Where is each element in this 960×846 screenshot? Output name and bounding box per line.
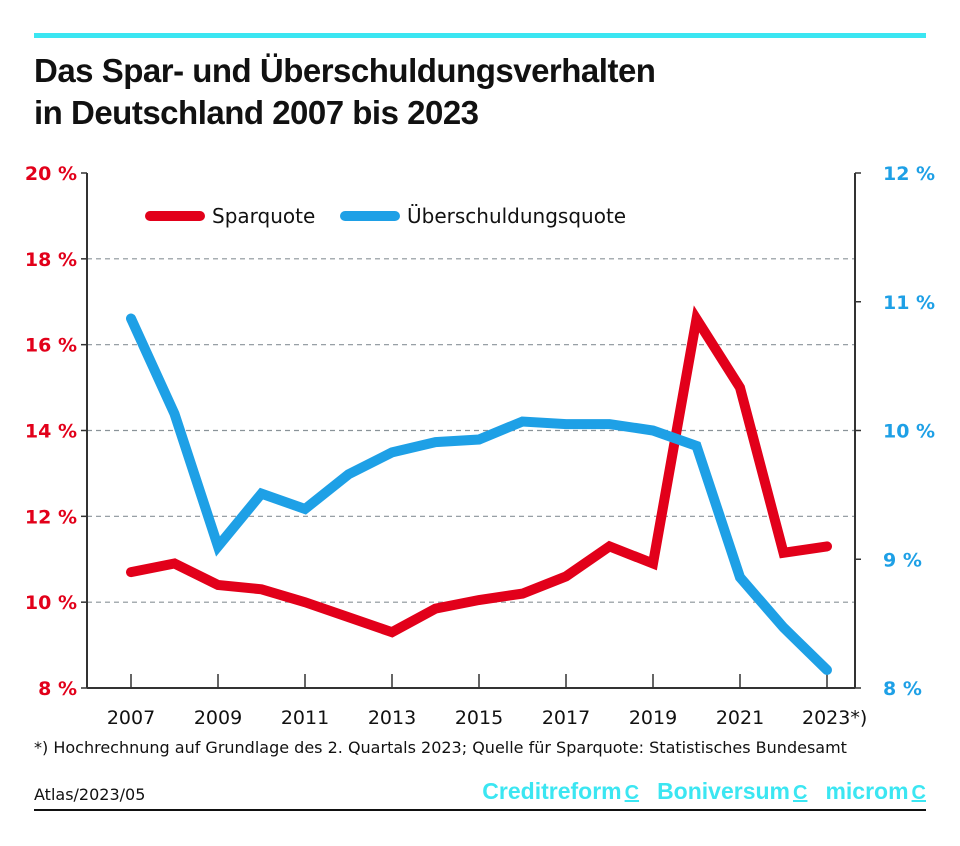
line-chart: 8 % 10 % 12 % 14 % 16 % 18 % 20 % 8 % 9 % 10 % 11 … bbox=[25, 163, 935, 729]
chart-title: Das Spar- und Überschuldungsverhalten in… bbox=[34, 50, 656, 134]
logo-microm: microm C bbox=[825, 778, 926, 804]
left-tick-label: 16 % bbox=[25, 335, 77, 357]
title-line-1: Das Spar- und Überschuldungsverhalten bbox=[34, 52, 656, 89]
series-line-0 bbox=[126, 305, 832, 638]
x-tick-label: 2013 bbox=[368, 707, 416, 729]
left-tick-label: 10 % bbox=[25, 592, 77, 614]
x-tick-label: 2007 bbox=[107, 707, 155, 729]
bottom-rule bbox=[34, 809, 926, 811]
x-tick-label: 2015 bbox=[455, 707, 503, 729]
logo-creditreform: Creditreform C bbox=[482, 778, 640, 804]
atlas-reference: Atlas/2023/05 bbox=[34, 785, 146, 804]
left-tick-label: 20 % bbox=[25, 163, 77, 185]
x-tick-label: 2019 bbox=[629, 707, 677, 729]
right-tick-label: 8 % bbox=[883, 678, 922, 700]
left-tick-label: 8 % bbox=[38, 678, 77, 700]
right-tick-label: 11 % bbox=[883, 292, 935, 314]
x-tick-label: 2009 bbox=[194, 707, 242, 729]
left-tick-label: 14 % bbox=[25, 421, 77, 443]
legend-label: Überschuldungsquote bbox=[407, 204, 626, 228]
logos: Creditreform C Boniversum C microm C bbox=[482, 778, 926, 805]
right-tick-label: 10 % bbox=[883, 421, 935, 443]
x-tick-label: 2011 bbox=[281, 707, 329, 729]
top-accent-bar bbox=[34, 33, 926, 38]
x-tick-label: 2023*) bbox=[802, 707, 867, 729]
series-line-1 bbox=[126, 313, 832, 675]
legend-label: Sparquote bbox=[212, 204, 315, 228]
left-tick-label: 12 % bbox=[25, 506, 77, 528]
x-tick-label: 2021 bbox=[716, 707, 764, 729]
title-line-2: in Deutschland 2007 bis 2023 bbox=[34, 94, 479, 131]
logo-boniversum: Boniversum C bbox=[657, 778, 808, 804]
right-tick-label: 9 % bbox=[883, 549, 922, 571]
right-tick-label: 12 % bbox=[883, 163, 935, 185]
x-tick-label: 2017 bbox=[542, 707, 590, 729]
footnote: *) Hochrechnung auf Grundlage des 2. Qua… bbox=[34, 738, 847, 757]
left-tick-label: 18 % bbox=[25, 249, 77, 271]
